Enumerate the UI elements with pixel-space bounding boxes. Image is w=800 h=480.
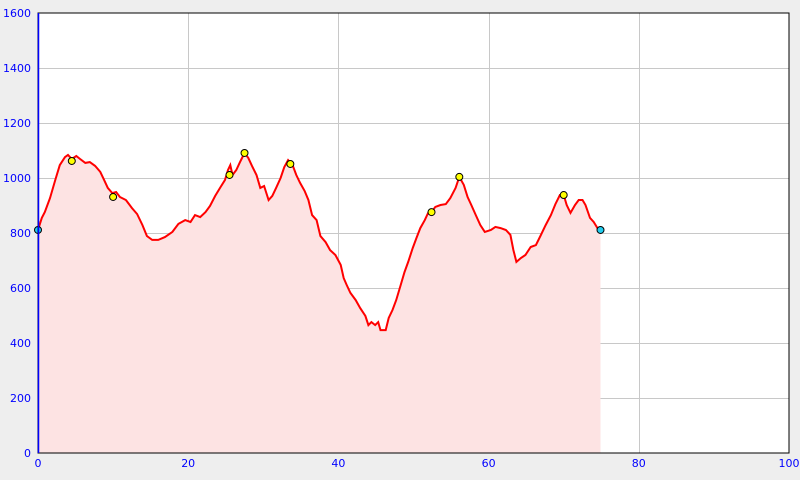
y-tick-label: 0 <box>24 447 31 460</box>
x-tick-label: 0 <box>35 457 42 470</box>
x-tick-label: 80 <box>632 457 646 470</box>
y-tick-label: 600 <box>10 282 31 295</box>
elevation-area <box>38 153 601 453</box>
tick-labels: 0 20 40 60 80 1000200400600800100012001400160… <box>3 7 800 470</box>
waypoint-marker <box>67 156 76 165</box>
waypoint-marker <box>225 170 234 179</box>
x-tick-label: 60 <box>482 457 496 470</box>
y-tick-label: 1200 <box>3 117 31 130</box>
waypoint-marker <box>455 172 464 181</box>
x-tick-label: 40 <box>331 457 345 470</box>
waypoint-marker <box>240 148 249 157</box>
y-tick-label: 800 <box>10 227 31 240</box>
waypoint-marker <box>109 192 118 201</box>
y-tick-label: 1000 <box>3 172 31 185</box>
y-tick-label: 1600 <box>3 7 31 20</box>
y-tick-label: 200 <box>10 392 31 405</box>
y-tick-label: 1400 <box>3 62 31 75</box>
waypoint-marker <box>286 159 295 168</box>
x-tick-label: 100 <box>779 457 800 470</box>
y-tick-label: 400 <box>10 337 31 350</box>
endpoint-marker <box>596 225 605 234</box>
x-tick-label: 20 <box>181 457 195 470</box>
elevation-line <box>37 151 602 332</box>
waypoint-marker <box>559 191 568 200</box>
waypoint-marker <box>427 208 436 217</box>
